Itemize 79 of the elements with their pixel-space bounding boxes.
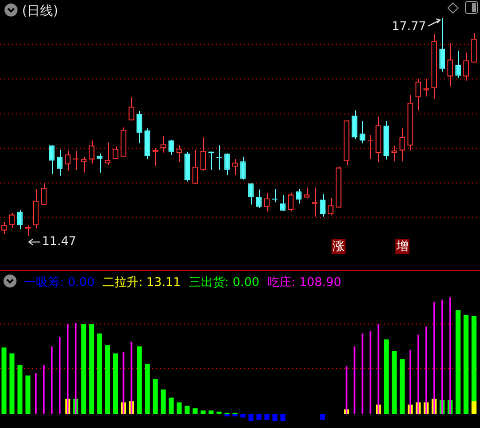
- bar: [400, 359, 405, 414]
- bar: [136, 346, 142, 414]
- bar: [280, 414, 286, 421]
- candlestick: [463, 52, 469, 82]
- candlestick: [128, 96, 134, 121]
- candlestick: [240, 156, 246, 180]
- bar: [152, 379, 158, 414]
- candlestick: [40, 182, 47, 206]
- bar: [392, 351, 397, 414]
- candlestick: [72, 150, 79, 170]
- bar: [2, 348, 6, 414]
- text: 一吸筹: 0.00: [24, 274, 95, 291]
- x-tick-label: 涨: [332, 239, 345, 254]
- bar: [9, 353, 14, 414]
- bar: [97, 334, 102, 414]
- candlestick: [256, 189, 262, 208]
- candlestick: [168, 139, 174, 156]
- bar: [81, 324, 86, 414]
- candlestick: [455, 50, 461, 78]
- candlestick: [439, 18, 446, 72]
- bar: [384, 339, 389, 414]
- candlestick: [96, 153, 102, 174]
- candlestick: [9, 212, 15, 228]
- bar: [272, 414, 278, 421]
- bar: [456, 310, 461, 414]
- bar: [248, 414, 254, 421]
- candlestick: [415, 78, 422, 111]
- candlestick: [288, 192, 294, 212]
- candlestick: [56, 149, 63, 176]
- bar: [240, 414, 246, 418]
- candlestick: [224, 153, 230, 176]
- bar: [176, 402, 182, 414]
- x-tick-label: 增: [395, 239, 408, 254]
- bar: [192, 408, 198, 414]
- candlestick: [447, 42, 453, 88]
- bar: [113, 353, 118, 414]
- bar: [256, 414, 262, 420]
- bar: [17, 365, 22, 414]
- chart-title: (日线): [22, 3, 58, 20]
- candlestick: [352, 110, 358, 140]
- bar: [208, 410, 214, 414]
- text: 三出货: 0.00: [188, 274, 260, 291]
- bar: [464, 314, 469, 414]
- candlestick: [320, 194, 326, 218]
- candlestick: [391, 145, 398, 162]
- bar: [472, 401, 476, 414]
- bar: [320, 414, 326, 420]
- candlestick: [192, 149, 198, 184]
- candlestick: [32, 188, 39, 229]
- text: 吃庄: 108.90: [267, 274, 342, 291]
- candlestick: [471, 32, 477, 64]
- candlestick: [144, 128, 150, 160]
- candlestick: [136, 110, 142, 144]
- candlestick: [80, 156, 87, 174]
- candlestick: [399, 128, 406, 162]
- candlestick: [104, 142, 110, 166]
- annotation: 17.77: [392, 19, 426, 34]
- text: 二拉升: 13.11: [102, 274, 181, 291]
- annotation: 11.47: [42, 234, 76, 248]
- bar: [105, 345, 110, 414]
- candlestick: [88, 140, 94, 164]
- bar: [184, 406, 190, 414]
- candlestick: [112, 146, 118, 160]
- candlestick: [248, 182, 254, 206]
- candlestick: [17, 210, 23, 230]
- bar: [200, 410, 206, 414]
- bar: [25, 376, 30, 414]
- candlestick: [48, 144, 55, 175]
- candlestick: [1, 222, 7, 235]
- bar: [144, 364, 150, 414]
- candlestick: [64, 150, 71, 172]
- candlestick: [200, 136, 206, 172]
- bar: [160, 390, 166, 414]
- candlestick: [232, 158, 238, 176]
- bar: [168, 398, 174, 414]
- bar: [264, 414, 270, 420]
- bar: [89, 324, 94, 414]
- candlestick: [360, 120, 366, 144]
- candlestick: [423, 78, 430, 98]
